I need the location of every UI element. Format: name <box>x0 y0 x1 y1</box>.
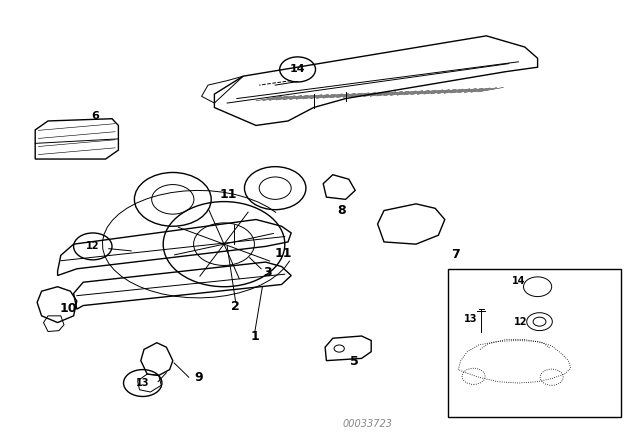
Text: 5: 5 <box>349 354 358 368</box>
Text: 11: 11 <box>275 247 292 260</box>
Text: 13: 13 <box>463 314 477 324</box>
Text: 7: 7 <box>451 248 460 261</box>
Text: 1: 1 <box>250 330 259 344</box>
Text: 14: 14 <box>511 276 525 286</box>
Text: 10: 10 <box>60 302 77 315</box>
Text: 3: 3 <box>263 266 272 279</box>
Text: 9: 9 <box>194 370 203 384</box>
Text: 8: 8 <box>337 204 346 217</box>
Text: 2: 2 <box>231 300 240 314</box>
Text: 6: 6 <box>91 112 99 121</box>
Text: 13: 13 <box>136 378 150 388</box>
Text: 14: 14 <box>290 65 305 74</box>
Text: 11: 11 <box>220 188 237 202</box>
Text: 00033723: 00033723 <box>343 419 393 429</box>
Text: 12: 12 <box>86 241 100 251</box>
Text: 12: 12 <box>513 317 527 327</box>
